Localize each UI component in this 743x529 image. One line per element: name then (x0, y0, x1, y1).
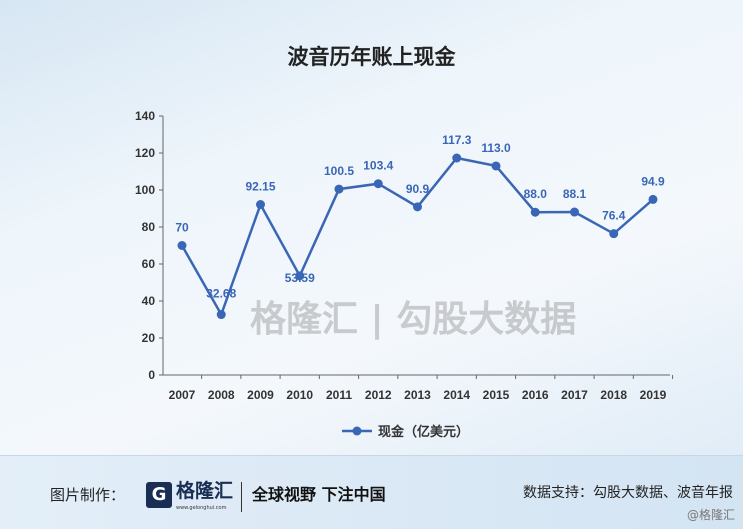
data-label: 103.4 (363, 159, 393, 173)
data-point (570, 207, 579, 217)
data-label: 113.0 (481, 141, 511, 155)
data-point (530, 207, 540, 217)
data-label: 100.5 (324, 164, 354, 178)
data-point (216, 310, 226, 320)
watermark: 格隆汇 | 勾股大数据 (250, 299, 577, 340)
data-point (648, 194, 658, 204)
y-tick-label: 20 (142, 331, 156, 345)
line-chart: 0 20 40 60 80 100 120 140 2007 2008 2009 2010 2011 20… (135, 109, 674, 440)
legend-marker (352, 426, 362, 436)
footer: 图片制作： G 格隆汇 www.gelonghui.com 全球视野 下注中国 … (0, 455, 743, 529)
y-tick-label: 80 (142, 220, 156, 234)
x-tick-label: 2009 (247, 388, 274, 402)
gelonghui-logo-icon: G (146, 482, 172, 508)
data-label: 92.15 (245, 180, 275, 194)
legend-label: 现金（亿美元） (378, 424, 469, 440)
x-tick-label: 2007 (169, 388, 196, 402)
data-label: 53.59 (285, 271, 315, 285)
x-tick-label: 2010 (286, 388, 313, 402)
x-tick-label: 2013 (404, 388, 431, 402)
x-tick-label: 2008 (208, 388, 235, 402)
data-point (373, 179, 383, 189)
y-tick-label: 120 (135, 146, 155, 160)
x-tick-label: 2014 (443, 388, 470, 402)
data-source: 数据支持：勾股大数据、波音年报 (523, 485, 733, 501)
data-label: 32.68 (206, 287, 236, 301)
chart-title: 波音历年账上现金 (287, 45, 456, 69)
data-label: 94.9 (641, 174, 665, 188)
x-tick-label: 2019 (640, 388, 667, 402)
data-point (256, 200, 265, 210)
data-label: 88.1 (563, 187, 587, 201)
data-point (413, 202, 422, 212)
y-tick-label: 140 (135, 109, 155, 123)
credit: @格隆汇 (686, 508, 735, 522)
logo-text: 格隆汇 (176, 480, 234, 502)
x-tick-label: 2018 (600, 388, 627, 402)
data-point (452, 153, 462, 163)
x-tick-label: 2015 (483, 388, 510, 402)
data-label: 90.9 (406, 182, 430, 196)
data-point (491, 161, 501, 171)
data-point (177, 241, 187, 250)
y-tick-label: 100 (135, 183, 155, 197)
data-label: 70 (175, 221, 189, 235)
data-label: 117.3 (442, 133, 472, 147)
data-label: 76.4 (602, 209, 626, 223)
data-point (334, 184, 344, 194)
y-tick-label: 0 (148, 368, 155, 382)
logo-url: www.gelonghui.com (176, 505, 227, 511)
data-label: 88.0 (524, 187, 548, 201)
y-tick-label: 60 (142, 257, 156, 271)
data-point (609, 229, 619, 239)
slogan: 全球视野 下注中国 (252, 485, 386, 504)
data-point (295, 271, 305, 281)
x-tick-label: 2016 (522, 388, 549, 402)
x-tick-label: 2017 (561, 388, 588, 402)
maker-label: 图片制作： (50, 486, 126, 504)
x-tick-label: 2012 (365, 388, 392, 402)
y-tick-label: 40 (142, 294, 156, 308)
x-tick-label: 2011 (326, 388, 352, 402)
divider (241, 482, 242, 512)
